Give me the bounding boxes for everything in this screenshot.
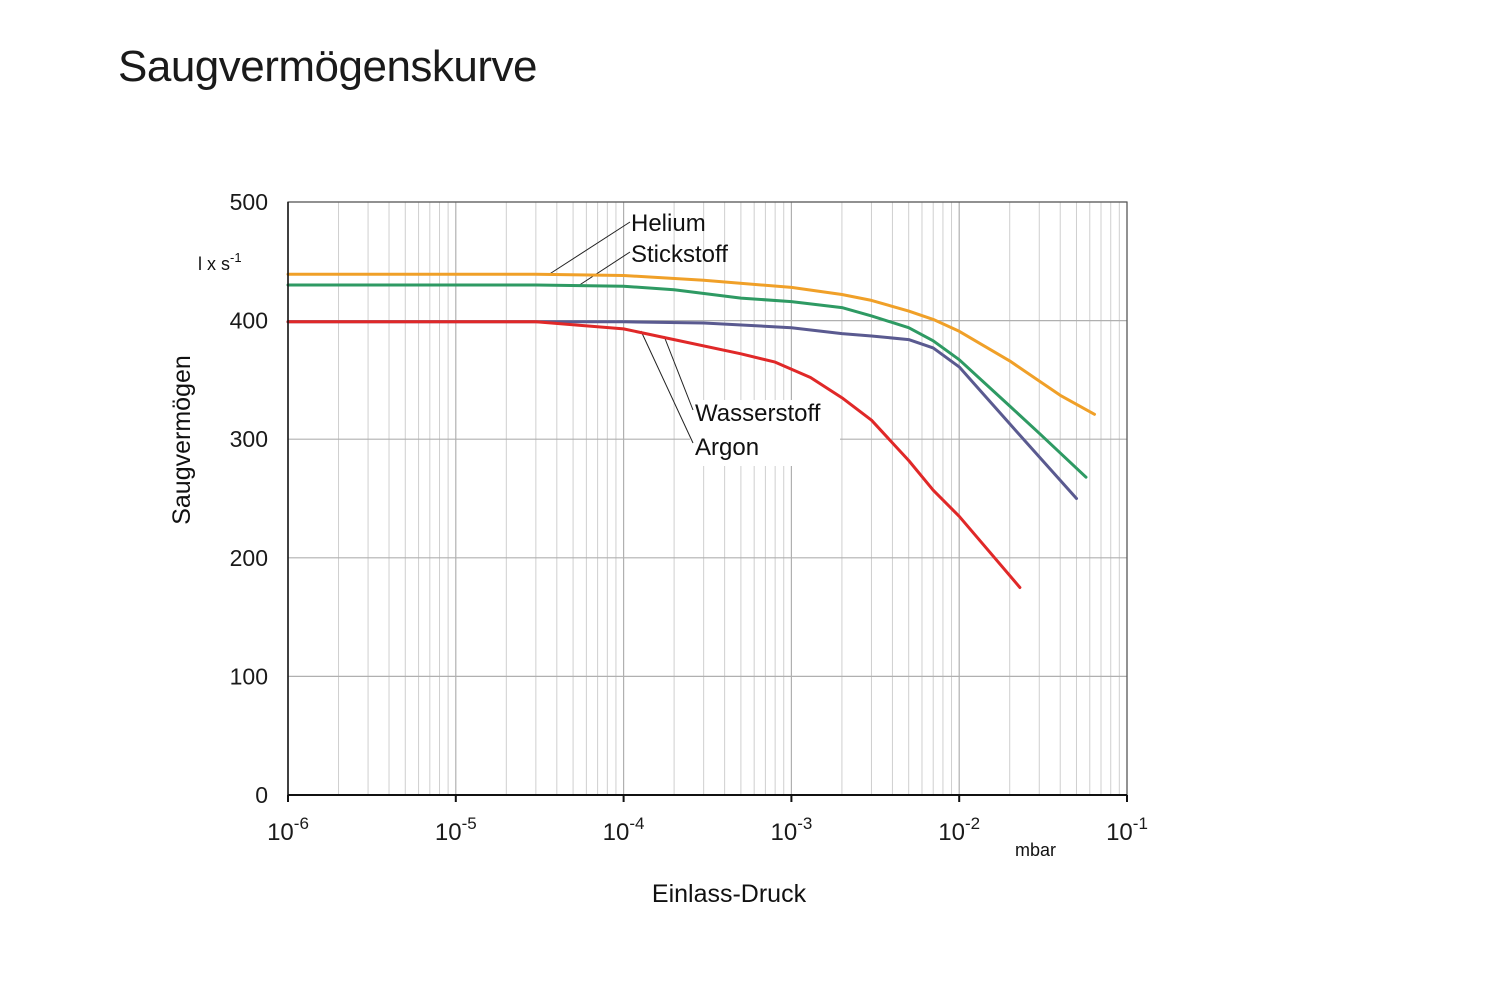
callout-leader-argon (640, 330, 694, 444)
x-tick-label: 10-1 (1106, 814, 1148, 846)
y-tick-label: 500 (230, 189, 268, 215)
x-tick-exponent: -2 (965, 814, 980, 833)
y-axis-label: Saugvermögen (168, 355, 196, 525)
series-line-stickstoff (286, 283, 1088, 479)
series-line-helium (286, 272, 1096, 416)
x-tick-label: 10-6 (267, 814, 309, 846)
y-tick-label: 400 (230, 308, 268, 334)
x-tick-exponent: -3 (797, 814, 812, 833)
x-axis-label: Einlass-Druck (652, 880, 807, 908)
y-tick-label: 200 (230, 545, 268, 571)
x-tick-exponent: -5 (462, 814, 477, 833)
y-tick-label: 300 (230, 426, 268, 452)
x-tick-base: 10 (1106, 819, 1133, 846)
page-title: Saugvermögenskurve (118, 42, 538, 91)
x-tick-exponent: -1 (1133, 814, 1148, 833)
callout-leader-stickstoff (577, 251, 631, 287)
series-line-argon (286, 320, 1022, 589)
y-unit-exponent: -1 (230, 250, 242, 265)
series-label-stickstoff: Stickstoff (631, 241, 728, 268)
callout-leader-wasserstoff (663, 335, 694, 411)
y-unit-base: l x s (198, 254, 230, 274)
axes (287, 201, 1128, 802)
x-tick-label: 10-4 (603, 814, 645, 846)
chart-text: Helium Stickstoff Wasserstoff Argon 0 100 200 3… (168, 189, 1148, 908)
series-label-helium: Helium (631, 210, 706, 237)
grid (287, 201, 1128, 796)
x-tick-label: 10-5 (435, 814, 477, 846)
series-label-argon: Argon (695, 434, 759, 461)
label-callouts (547, 221, 840, 466)
series-lines (286, 272, 1096, 589)
y-tick-label: 0 (255, 782, 268, 808)
x-tick-exponent: -4 (629, 814, 644, 833)
x-axis-unit: mbar (1015, 840, 1056, 860)
x-tick-base: 10 (938, 819, 965, 846)
x-tick-base: 10 (770, 819, 797, 846)
x-tick-label: 10-3 (770, 814, 812, 846)
x-tick-base: 10 (603, 819, 630, 846)
x-tick-label: 10-2 (938, 814, 980, 846)
x-tick-base: 10 (267, 819, 294, 846)
label-background (690, 400, 840, 466)
plot-frame (287, 201, 1128, 796)
series-label-wasserstoff: Wasserstoff (695, 400, 821, 427)
y-axis-unit: l x s-1 (198, 250, 242, 274)
x-tick-exponent: -6 (294, 814, 309, 833)
x-tick-base: 10 (435, 819, 462, 846)
callout-leader-helium (547, 221, 631, 276)
series-line-wasserstoff (286, 320, 1078, 500)
y-tick-label: 100 (230, 663, 268, 689)
